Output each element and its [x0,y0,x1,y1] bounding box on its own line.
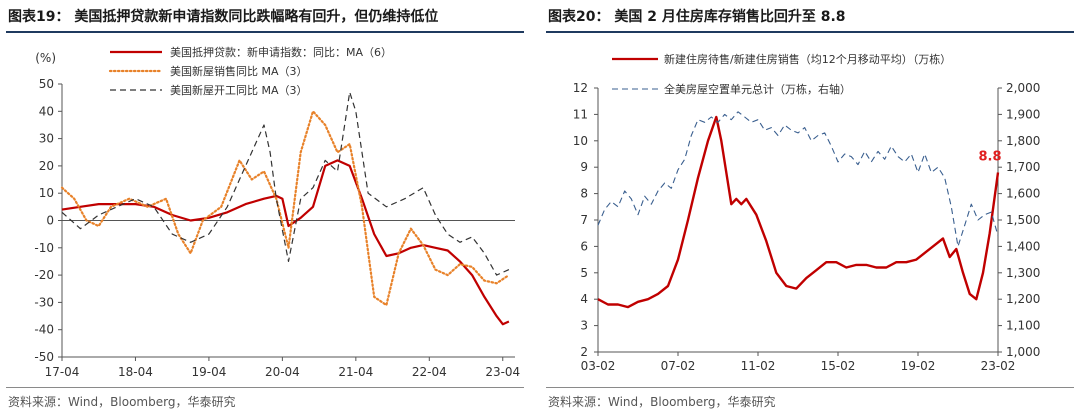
y-tick-label: 0 [46,214,54,228]
y-tick-label: 20 [39,159,54,173]
right-y-tick-label: 1,500 [1006,213,1040,227]
right-y-tick-label: 1,000 [1006,345,1040,359]
x-tick-label: 19-04 [191,365,226,379]
right-chart-title: 图表20： 美国 2 月住房库存销售比回升至 8.8 [548,9,846,25]
left-y-tick-label: 11 [573,107,588,121]
right-source-rule [546,387,1074,388]
right-y-tick-label: 1,200 [1006,292,1040,306]
x-tick-label: 22-04 [412,365,447,379]
left-chart-panel: 图表19： 美国抵押贷款新申请指数同比跌幅略有回升，但仍维持低位 (%) -50 -… [0,0,530,419]
legend-label-2: 全美房屋空置单元总计（万栋，右轴） [664,82,851,96]
x-tick-label: 11-02 [741,359,776,373]
x-tick-label: 21-04 [338,365,373,379]
x-tick-label: 19-02 [901,359,936,373]
right-y-tick-label: 1,800 [1006,134,1040,148]
left-y-tick-label: 4 [580,292,588,306]
right-y-tick-label: 1,300 [1006,266,1040,280]
y-tick-label: -10 [34,241,54,255]
legend-label-1: 新建住房待售/新建住房销售（均12个月移动平均）（万栋） [664,52,951,66]
x-tick-label: 03-02 [581,359,616,373]
right-y-tick-label: 1,100 [1006,319,1040,333]
y-tick-label: 10 [39,186,54,200]
series-line-3 [61,91,510,276]
x-tick-label: 17-04 [45,365,80,379]
y-tick-label: -40 [34,323,54,337]
latest-value-annotation: 8.8 [978,149,1001,164]
right-y-tick-label: 1,600 [1006,187,1040,201]
series-line-2 [60,110,510,307]
x-tick-label: 23-04 [485,365,520,379]
right-chart-panel: 图表20： 美国 2 月住房库存销售比回升至 8.8 2 3 4 5 6 7 8 9 10 11 1… [540,0,1080,419]
y-unit-label: (%) [35,51,56,65]
left-title-rule [6,31,524,33]
x-tick-label: 07-02 [661,359,696,373]
left-chart-svg: (%) -50 -40 -30 -20 -10 0 10 20 30 40 50 17-04 18-04 1… [34,45,520,379]
right-title-rule [546,31,1074,33]
left-y-tick-label: 10 [573,134,588,148]
left-chart-title: 图表19： 美国抵押贷款新申请指数同比跌幅略有回升，但仍维持低位 [8,9,439,25]
legend-label-1: 美国抵押贷款：新申请指数：同比：MA（6） [170,45,392,59]
left-y-tick-label: 5 [580,266,588,280]
series-line-1 [597,115,1000,309]
left-y-tick-label: 9 [580,160,588,174]
left-y-tick-label: 2 [580,345,588,359]
right-y-tick-label: 1,900 [1006,107,1040,121]
left-source-note: 资料来源：Wind，Bloomberg，华泰研究 [8,395,236,409]
left-source-rule [6,387,524,388]
series-line-2 [597,111,999,247]
y-tick-label: -30 [34,295,54,309]
left-y-tick-label: 7 [580,213,588,227]
legend-label-2: 美国新屋销售同比 MA（3） [170,64,308,78]
x-tick-label: 18-04 [118,365,153,379]
right-chart-svg: 2 3 4 5 6 7 8 9 10 11 12 1,000 1,100 1,200 1,300 1,400 1… [573,52,1041,373]
x-tick-label: 23-02 [981,359,1016,373]
left-y-tick-label: 8 [580,187,588,201]
left-y-tick-label: 6 [580,239,588,253]
series-line-1 [61,159,510,326]
x-tick-label: 20-04 [265,365,300,379]
y-tick-label: 40 [39,104,54,118]
y-tick-label: -20 [34,268,54,282]
right-y-tick-label: 2,000 [1006,81,1040,95]
x-tick-label: 15-02 [821,359,856,373]
legend-label-3: 美国新屋开工同比 MA（3） [170,83,308,97]
right-source-note: 资料来源：Wind，Bloomberg，华泰研究 [548,395,776,409]
y-tick-label: -50 [34,350,54,364]
y-tick-label: 30 [39,132,54,146]
left-y-tick-label: 3 [580,319,588,333]
y-tick-label: 50 [39,77,54,91]
right-y-tick-label: 1,400 [1006,239,1040,253]
right-y-tick-label: 1,700 [1006,160,1040,174]
left-y-tick-label: 12 [573,81,588,95]
